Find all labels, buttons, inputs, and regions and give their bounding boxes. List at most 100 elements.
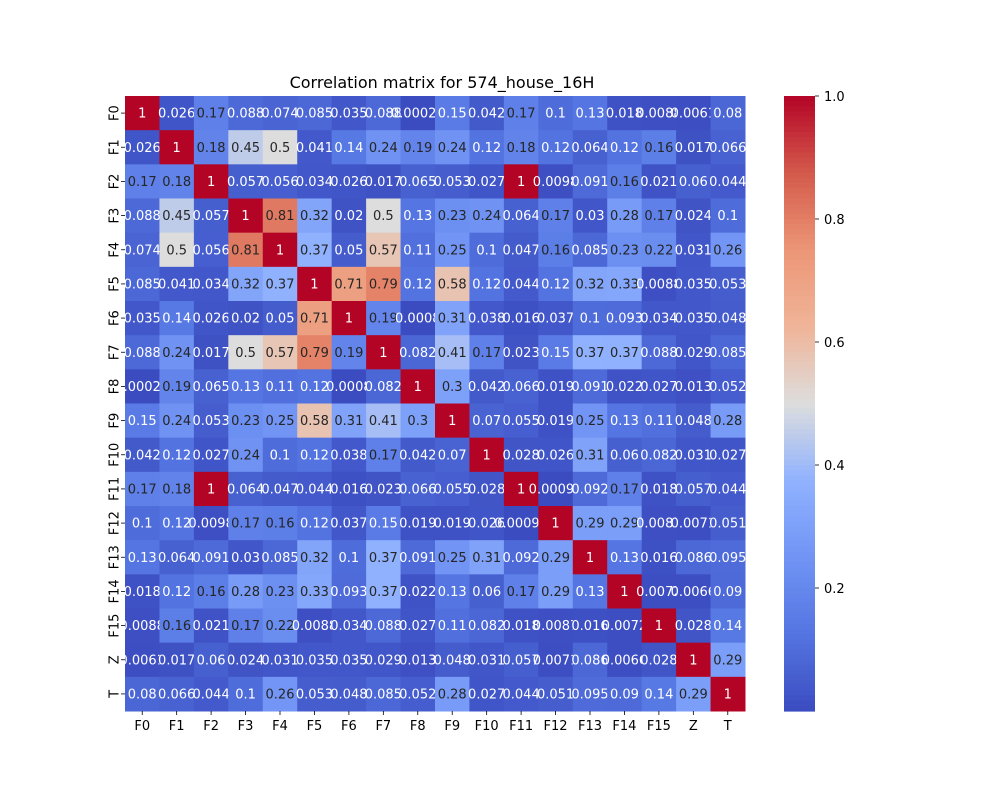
heatmap-cell-label: 0.41 bbox=[438, 346, 467, 361]
x-tick-label: F3 bbox=[238, 719, 254, 734]
colorbar-segment bbox=[784, 700, 815, 707]
colorbar-segment bbox=[784, 531, 815, 538]
heatmap-cell bbox=[641, 266, 677, 302]
heatmap-cell bbox=[262, 540, 298, 575]
heatmap-cell bbox=[572, 642, 608, 678]
colorbar-segment bbox=[784, 557, 815, 563]
heatmap-cell bbox=[193, 540, 229, 575]
heatmap-cell bbox=[572, 574, 608, 609]
heatmap-cell bbox=[262, 369, 298, 404]
heatmap-cell-label: 0.027 bbox=[468, 687, 505, 702]
colorbar-segment bbox=[784, 213, 815, 220]
heatmap-cell bbox=[435, 96, 470, 131]
heatmap-cell bbox=[228, 369, 264, 404]
heatmap-cell-label: 0.23 bbox=[266, 585, 295, 600]
heatmap-cell-label: 0.013 bbox=[399, 653, 436, 668]
heatmap-cell bbox=[676, 335, 712, 370]
heatmap-cell bbox=[435, 574, 470, 609]
y-tick-label: F9 bbox=[108, 413, 123, 429]
heatmap-cell-label: 0.32 bbox=[300, 209, 329, 224]
colorbar-segment bbox=[784, 383, 815, 389]
heatmap-cell-label: 0.06 bbox=[472, 585, 501, 600]
heatmap-cell bbox=[159, 506, 195, 541]
heatmap-cell-label: 0.0008 bbox=[326, 380, 372, 395]
heatmap-cell bbox=[572, 676, 608, 712]
heatmap-cell-label: 0.056 bbox=[193, 243, 230, 258]
heatmap-cell-label: 1 bbox=[517, 482, 525, 497]
heatmap-cell-label: 0.81 bbox=[266, 209, 295, 224]
heatmap-cell-label: 1 bbox=[173, 141, 181, 156]
heatmap-cell-label: 0.08 bbox=[128, 687, 157, 702]
heatmap-cell-label: 0.064 bbox=[571, 141, 608, 156]
heatmap-cell bbox=[503, 540, 539, 575]
heatmap-cell-label: 0.14 bbox=[713, 619, 742, 634]
heatmap-cell bbox=[193, 164, 229, 199]
heatmap-cell-label: 0.016 bbox=[330, 482, 367, 497]
heatmap-cell bbox=[676, 676, 712, 712]
heatmap-cell bbox=[262, 198, 298, 234]
x-tick-label: F9 bbox=[444, 719, 460, 734]
heatmap-cell bbox=[400, 232, 436, 268]
heatmap-cell bbox=[710, 642, 746, 678]
heatmap-cell-label: 0.048 bbox=[330, 687, 367, 702]
heatmap-cell-label: 0.048 bbox=[675, 414, 712, 429]
heatmap-cell-label: 0.28 bbox=[713, 414, 742, 429]
heatmap-cell bbox=[435, 471, 470, 507]
heatmap-cell-label: 0.14 bbox=[162, 312, 191, 327]
heatmap-cell-label: 0.085 bbox=[571, 243, 608, 258]
heatmap-cell-label: 0.26 bbox=[713, 243, 742, 258]
heatmap-cell-label: 0.09 bbox=[610, 687, 639, 702]
heatmap-cell-label: 0.027 bbox=[193, 448, 230, 463]
heatmap-cell-label: 0.71 bbox=[334, 277, 363, 292]
heatmap-cell-label: 0.047 bbox=[503, 243, 540, 258]
heatmap-cell bbox=[193, 266, 229, 302]
heatmap-cell-label: 0.0066 bbox=[671, 585, 717, 600]
heatmap-cell bbox=[366, 369, 402, 404]
heatmap-cell-label: 0.31 bbox=[472, 551, 501, 566]
x-tick-label: F6 bbox=[341, 719, 357, 734]
y-tick-label: Z bbox=[108, 655, 123, 664]
heatmap-cell bbox=[641, 301, 677, 336]
heatmap-cell bbox=[641, 130, 677, 165]
heatmap-cell bbox=[297, 642, 333, 678]
heatmap-cell bbox=[469, 96, 505, 131]
heatmap-cell bbox=[366, 96, 402, 131]
heatmap-cell bbox=[193, 642, 229, 678]
heatmap-cell bbox=[262, 676, 298, 712]
heatmap-cell bbox=[193, 369, 229, 404]
heatmap-cell-label: 1 bbox=[655, 619, 663, 634]
colorbar-segment bbox=[784, 613, 815, 620]
heatmap-cell bbox=[331, 676, 367, 712]
heatmap-cell-label: 0.05 bbox=[334, 243, 363, 258]
heatmap-cell bbox=[676, 642, 712, 678]
heatmap-cell bbox=[159, 164, 195, 199]
y-tick-label: F8 bbox=[108, 379, 123, 395]
heatmap-cell-label: 0.028 bbox=[640, 653, 677, 668]
heatmap-cell bbox=[469, 301, 505, 336]
colorbar-segment bbox=[784, 249, 815, 256]
heatmap-cell bbox=[710, 369, 746, 404]
colorbar: 0.2 0.4 0.6 0.8 1.0 bbox=[784, 90, 845, 712]
heatmap-cell bbox=[193, 403, 229, 439]
heatmap-cell bbox=[262, 164, 298, 199]
heatmap-cell bbox=[193, 471, 229, 507]
heatmap-cells: 1 0.026 0.17 0.0880.0740.0850.0350.0880.000… bbox=[115, 96, 746, 712]
colorbar-tick-label: 0.4 bbox=[824, 459, 845, 474]
y-axis-tick-labels: F0 F1 F2 F3 F4 F5 F6 F7 F8 F9 F10 F11 F12 F13 F14 F15 Z T bbox=[108, 105, 125, 699]
heatmap-cell-label: 0.45 bbox=[231, 141, 260, 156]
heatmap-cell bbox=[435, 232, 470, 268]
heatmap-cell bbox=[400, 369, 436, 404]
heatmap-cell-label: 0.3 bbox=[442, 380, 463, 395]
colorbar-segment bbox=[784, 121, 815, 128]
heatmap-cell-label: 0.018 bbox=[503, 619, 540, 634]
heatmap-cell-label: 0.088 bbox=[365, 107, 402, 122]
heatmap-cell-label: 0.09 bbox=[713, 585, 742, 600]
heatmap-cell bbox=[125, 642, 160, 678]
heatmap-cell-label: 0.064 bbox=[503, 209, 540, 224]
heatmap-cell-label: 0.13 bbox=[231, 380, 260, 395]
heatmap-cell-label: 0.16 bbox=[197, 585, 226, 600]
heatmap-cell-label: 0.13 bbox=[403, 209, 432, 224]
heatmap-cell bbox=[572, 301, 608, 336]
heatmap-cell bbox=[331, 198, 367, 234]
